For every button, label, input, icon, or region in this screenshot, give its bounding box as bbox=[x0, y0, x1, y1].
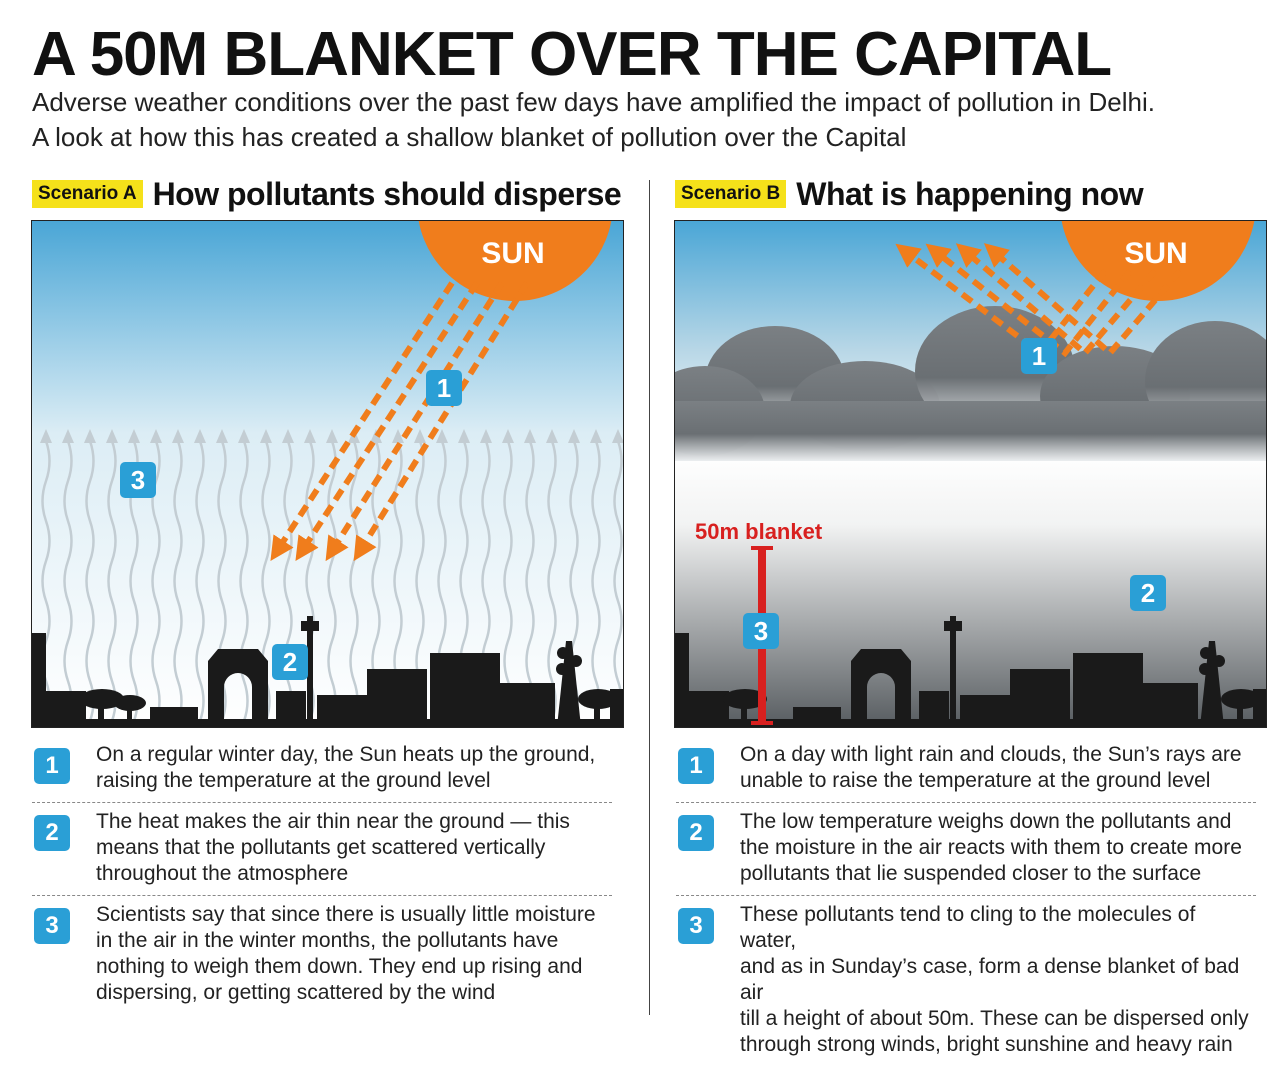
scenario-b-marker-3: 3 bbox=[743, 613, 779, 649]
svg-text:3: 3 bbox=[754, 616, 768, 646]
scenario-a-notes: 1 On a regular winter day, the Sun heats… bbox=[32, 736, 612, 1014]
note-text: The heat makes the air thin near the gro… bbox=[96, 810, 570, 885]
rising-air-line bbox=[195, 440, 205, 722]
rising-air-arrowhead bbox=[524, 429, 536, 443]
scenario-b-marker-1: 1 bbox=[1021, 338, 1057, 374]
rising-air-arrowhead bbox=[568, 429, 580, 443]
rising-air-arrowhead bbox=[84, 429, 96, 443]
scenario-b-note-2: 2 The low temperature weighs down the po… bbox=[676, 803, 1256, 896]
note-badge: 2 bbox=[678, 815, 714, 851]
scenario-b-note-1: 1 On a day with light rain and clouds, t… bbox=[676, 736, 1256, 803]
rising-air-line bbox=[613, 440, 623, 722]
rising-air-arrowhead bbox=[238, 429, 250, 443]
rising-air-arrowhead bbox=[370, 429, 382, 443]
rising-air-arrowhead bbox=[172, 429, 184, 443]
rising-air-arrowhead bbox=[128, 429, 140, 443]
rising-air-arrowhead bbox=[194, 429, 206, 443]
rising-air-line bbox=[503, 440, 513, 722]
svg-text:3: 3 bbox=[131, 465, 145, 495]
svg-text:2: 2 bbox=[283, 647, 297, 677]
rising-air-line bbox=[327, 440, 337, 722]
rising-air-arrowhead bbox=[392, 429, 404, 443]
scenario-a-sun-label: SUN bbox=[481, 237, 544, 270]
scenario-a-marker-1: 1 bbox=[426, 370, 462, 406]
rising-air-arrowhead bbox=[62, 429, 74, 443]
note-badge: 2 bbox=[34, 815, 70, 851]
rising-air-line bbox=[107, 440, 117, 722]
note-text: On a day with light rain and clouds, the… bbox=[740, 743, 1242, 792]
rising-air-line bbox=[239, 440, 249, 722]
rising-air-line bbox=[591, 440, 601, 722]
note-badge: 3 bbox=[34, 908, 70, 944]
column-divider bbox=[649, 180, 650, 1015]
rising-air-arrowhead bbox=[282, 429, 294, 443]
rising-air-arrowhead bbox=[480, 429, 492, 443]
note-text: On a regular winter day, the Sun heats u… bbox=[96, 743, 596, 792]
rising-air-line bbox=[525, 440, 535, 722]
blanket-label: 50m blanket bbox=[695, 519, 823, 544]
svg-text:1: 1 bbox=[437, 373, 451, 403]
rising-air-arrowhead bbox=[458, 429, 470, 443]
note-text: These pollutants tend to cling to the mo… bbox=[740, 903, 1249, 1056]
note-badge: 3 bbox=[678, 908, 714, 944]
rising-air-line bbox=[85, 440, 95, 722]
scenario-b-title: What is happening now bbox=[796, 175, 1144, 212]
note-badge: 1 bbox=[34, 748, 70, 784]
note-badge: 1 bbox=[678, 748, 714, 784]
note-text: Scientists say that since there is usual… bbox=[96, 903, 596, 1004]
scenario-b-marker-2: 2 bbox=[1130, 575, 1166, 611]
scenario-a-illustration: SUN 1 2 3 bbox=[31, 220, 624, 728]
scenario-b-sun-label: SUN bbox=[1124, 237, 1187, 270]
rising-air-arrowhead bbox=[216, 429, 228, 443]
rising-air-arrowhead bbox=[414, 429, 426, 443]
scenario-b-note-3: 3 These pollutants tend to cling to the … bbox=[676, 896, 1256, 1066]
scenario-a-note-1: 1 On a regular winter day, the Sun heats… bbox=[32, 736, 612, 803]
rising-air-arrowhead bbox=[326, 429, 338, 443]
subtitle-line-1: Adverse weather conditions over the past… bbox=[32, 87, 1155, 117]
scenario-b-notes: 1 On a day with light rain and clouds, t… bbox=[676, 736, 1256, 1066]
page-title: A 50M BLANKET OVER THE CAPITAL bbox=[32, 20, 1112, 89]
rising-air-arrowhead bbox=[40, 429, 52, 443]
scenario-b-illustration: SUN 50m blanket 1 bbox=[674, 220, 1267, 728]
rising-air-arrowhead bbox=[150, 429, 162, 443]
rising-air-arrowhead bbox=[106, 429, 118, 443]
scenario-a-tag: Scenario A bbox=[32, 180, 143, 208]
scenario-a-marker-3: 3 bbox=[120, 462, 156, 498]
subtitle-line-2: A look at how this has created a shallow… bbox=[32, 122, 907, 152]
svg-text:2: 2 bbox=[1141, 578, 1155, 608]
rising-air-arrowhead bbox=[502, 429, 514, 443]
rising-air-arrowhead bbox=[260, 429, 272, 443]
rising-air-line bbox=[173, 440, 183, 722]
scenario-a-marker-2: 2 bbox=[272, 644, 308, 680]
rising-air-line bbox=[547, 440, 557, 722]
svg-text:1: 1 bbox=[1032, 341, 1046, 371]
scenario-a-note-3: 3 Scientists say that since there is usu… bbox=[32, 896, 612, 1014]
scenario-a-note-2: 2 The heat makes the air thin near the g… bbox=[32, 803, 612, 896]
scenario-a-header: Scenario A How pollutants should dispers… bbox=[32, 175, 622, 213]
rising-air-arrowhead bbox=[304, 429, 316, 443]
note-text: The low temperature weighs down the poll… bbox=[740, 810, 1242, 885]
rising-air-arrowhead bbox=[612, 429, 623, 443]
rising-air-line bbox=[349, 440, 359, 722]
rising-air-arrowhead bbox=[546, 429, 558, 443]
scenario-b-tag: Scenario B bbox=[675, 180, 787, 208]
rising-air-arrowhead bbox=[436, 429, 448, 443]
rising-air-line bbox=[63, 440, 73, 722]
scenario-a-title: How pollutants should disperse bbox=[152, 175, 622, 212]
rising-air-arrowhead bbox=[590, 429, 602, 443]
scenario-b-header: Scenario B What is happening now bbox=[675, 175, 1144, 213]
